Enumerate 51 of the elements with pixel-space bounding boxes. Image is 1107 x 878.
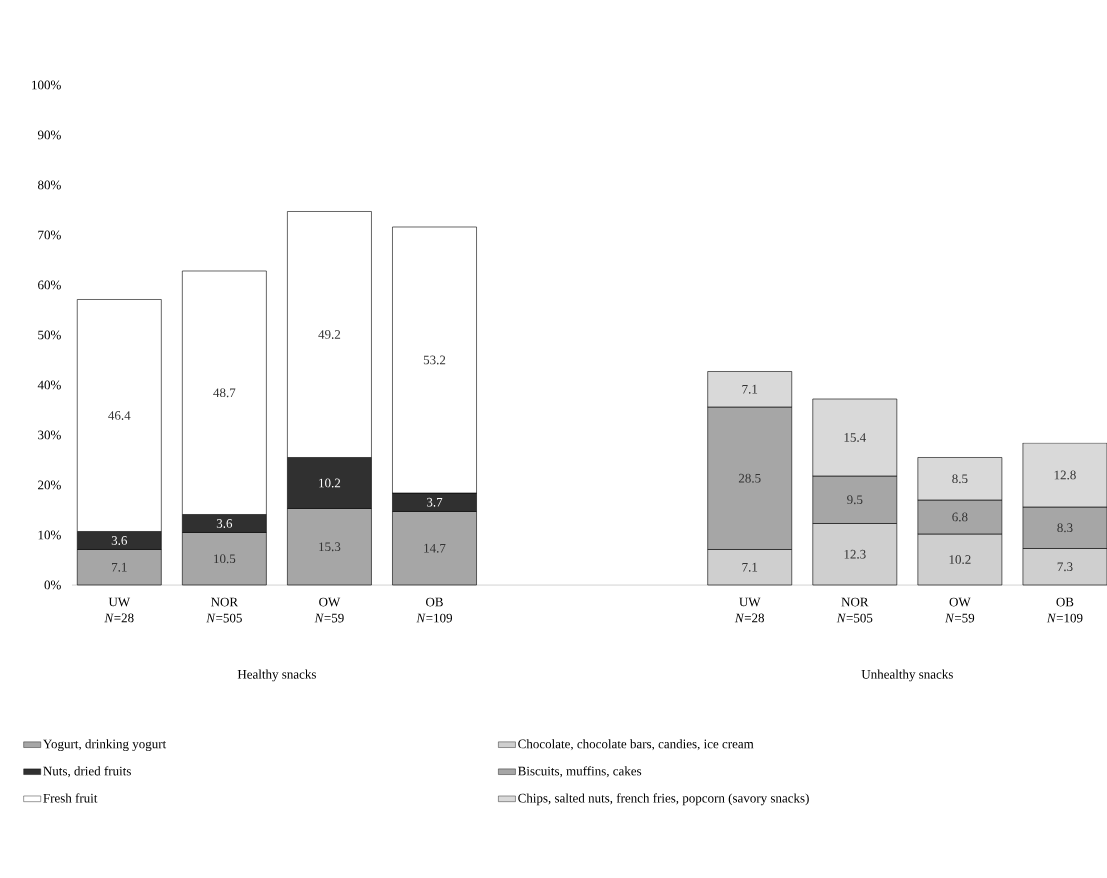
- legend-label: Chips, salted nuts, french fries, popcorn (savory snacks): [518, 793, 809, 806]
- x-tick-label: OB N=109: [416, 597, 453, 623]
- y-tick-label: 80%: [38, 180, 61, 190]
- x-tick-label: UW N=28: [104, 597, 134, 623]
- data-label: 12.8: [1054, 470, 1076, 480]
- y-tick-label: 40%: [37, 380, 61, 390]
- y-tick-label: 70%: [38, 230, 61, 240]
- data-label: 7.1: [742, 562, 758, 572]
- y-tick-label: 20%: [38, 480, 61, 490]
- data-label: 3.7: [427, 497, 443, 507]
- y-tick-label: 10%: [38, 530, 61, 540]
- y-tick-label: 0%: [44, 580, 61, 590]
- data-label: 10.5: [214, 554, 236, 564]
- x-tick-label: NOR N=505: [206, 597, 242, 623]
- y-tick-label: 30%: [38, 430, 61, 440]
- y-tick-label: 50%: [38, 330, 61, 340]
- legend-label: Chocolate, chocolate bars, candies, ice cream: [518, 739, 754, 751]
- data-label: 15.3: [319, 542, 341, 552]
- data-label: 7.1: [742, 384, 758, 394]
- x-tick-label: OB N=109: [1046, 597, 1083, 623]
- data-label: 3.6: [216, 519, 233, 528]
- text: Unhealthy snacks: [861, 669, 953, 682]
- x-tick-label: UW N=28: [734, 597, 765, 623]
- data-label: 14.7: [424, 543, 446, 553]
- data-label: 53.2: [423, 355, 446, 365]
- data-label: 8.5: [952, 474, 968, 484]
- y-tick-label: 90%: [37, 130, 61, 140]
- y-tick-label: 100%: [32, 80, 61, 90]
- data-label: 48.7: [213, 388, 236, 398]
- y-tick-label: 60%: [38, 280, 61, 290]
- data-label: 3.6: [111, 536, 128, 545]
- x-tick-label: NOR N=505: [836, 597, 873, 623]
- data-label: 7.1: [112, 562, 127, 572]
- legend-label: Nuts, dried fruits: [43, 766, 131, 778]
- data-label: 28.5: [738, 473, 761, 483]
- x-tick-label: OW N=59: [944, 597, 975, 623]
- legend-label: Biscuits, muffins, cakes: [518, 766, 642, 778]
- data-label: 10.2: [319, 478, 341, 488]
- data-label: 46.4: [108, 411, 131, 420]
- data-label: 15.4: [844, 433, 866, 442]
- data-label: 8.3: [1057, 523, 1073, 533]
- data-label: 49.2: [318, 330, 341, 339]
- data-label: 10.2: [949, 555, 971, 564]
- data-label: 6.8: [952, 512, 968, 522]
- data-label: 7.3: [1057, 562, 1073, 572]
- text: Healthy snacks: [237, 669, 316, 682]
- legend-label: Yogurt, drinking yogurt: [43, 739, 167, 752]
- legend-label: Fresh fruit: [43, 793, 98, 803]
- data-label: 9.5: [847, 495, 863, 505]
- x-tick-label: OW N=59: [314, 597, 344, 623]
- data-label: 12.3: [844, 549, 866, 559]
